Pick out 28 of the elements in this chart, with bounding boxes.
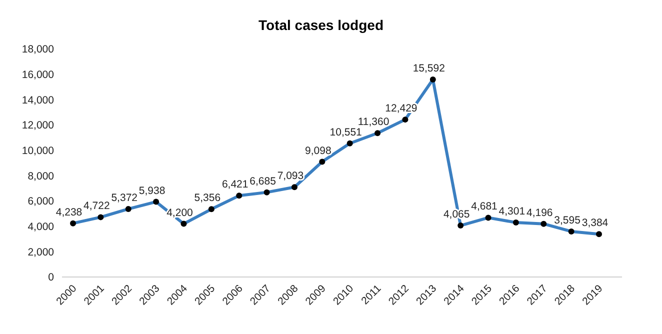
data-label: 4,238 [56,206,82,218]
data-label: 5,356 [194,192,221,204]
y-tick-label: 10,000 [22,145,54,158]
data-label: 11,360 [358,116,390,128]
data-label: 7,093 [277,170,304,182]
y-tick-label: 16,000 [22,69,54,82]
data-label: 4,722 [84,200,110,212]
data-label: 4,301 [498,206,526,218]
data-label: 3,384 [582,217,608,230]
data-label: 4,196 [526,206,553,219]
y-tick-label: 18,000 [22,44,54,56]
data-label: 3,595 [554,214,581,226]
data-label: 6,685 [250,175,276,188]
data-label: 5,372 [111,192,138,204]
y-tick-label: 2,000 [28,246,54,258]
y-tick-label: 6,000 [28,196,54,208]
data-label: 10,551 [330,126,362,138]
y-tick-label: 12,000 [22,120,54,132]
y-tick-label: 14,000 [22,94,54,106]
y-tick-label: 4,000 [28,221,54,234]
y-tick-label: 0 [48,272,54,284]
chart-title: Total cases lodged [258,17,384,33]
data-label: 9,098 [305,144,332,157]
y-tick-label: 8,000 [28,170,54,182]
data-label: 6,421 [222,178,248,191]
data-label: 15,592 [412,62,446,74]
data-label: 5,938 [138,184,166,197]
data-label: 4,681 [471,200,498,213]
